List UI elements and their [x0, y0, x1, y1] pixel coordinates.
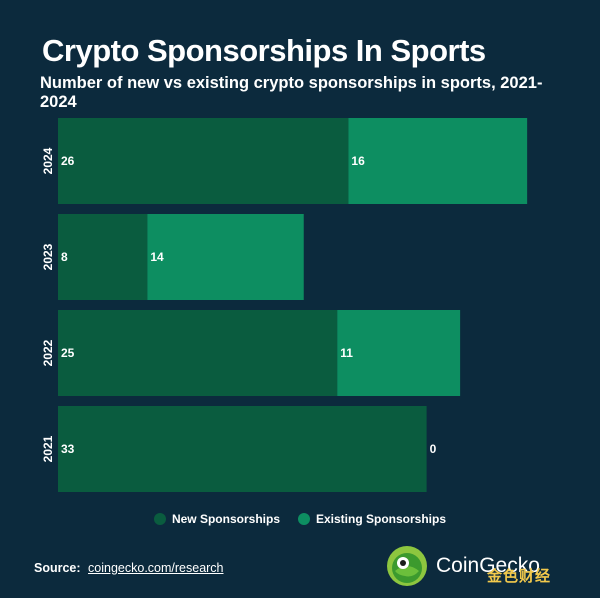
source-label: Source: — [34, 561, 81, 575]
source-note: Source: coingecko.com/research — [34, 561, 224, 575]
data-label-existing-2023: 14 — [150, 250, 164, 264]
tick-label-2022: 2022 — [41, 339, 55, 366]
tick-label-2021: 2021 — [41, 435, 55, 462]
legend-item-existing: Existing Sponsorships — [298, 512, 446, 526]
watermark: 金色财经 — [487, 565, 551, 586]
data-label-existing-2021: 0 — [430, 442, 437, 456]
brand-name: CoinGecko — [436, 554, 540, 577]
data-label-new-2021: 33 — [61, 442, 75, 456]
bar-new-2024 — [58, 118, 349, 204]
data-label-new-2022: 25 — [61, 346, 75, 360]
bar-chart: 26 16 2024 8 14 2023 25 11 2022 33 0 2021 — [41, 118, 528, 492]
legend-label-existing: Existing Sponsorships — [316, 512, 447, 526]
legend-swatch-existing — [298, 513, 310, 525]
bar-new-2022 — [58, 310, 338, 396]
data-label-existing-2024: 16 — [351, 154, 365, 168]
bar-new-2023 — [58, 214, 148, 300]
source-link[interactable]: coingecko.com/research — [88, 561, 224, 575]
bar-new-2021 — [58, 406, 427, 492]
bar-existing-2022 — [337, 310, 461, 396]
gecko-logo-icon — [387, 546, 427, 586]
legend-label-new: New Sponsorships — [171, 512, 280, 526]
bar-existing-2023 — [147, 214, 304, 300]
legend: New Sponsorships Existing Sponsorships — [0, 512, 600, 526]
data-label-new-2024: 26 — [61, 154, 75, 168]
chart-title: Crypto Sponsorships In Sports — [42, 33, 486, 68]
tick-label-2024: 2024 — [41, 147, 55, 174]
bar-existing-2024 — [348, 118, 528, 204]
chart-subtitle: Number of new vs existing crypto sponsor… — [40, 74, 543, 111]
legend-item-new: New Sponsorships — [153, 512, 280, 526]
data-label-existing-2022: 11 — [340, 346, 353, 360]
legend-swatch-new — [153, 513, 166, 525]
watermark-text: 金色财经 — [487, 568, 552, 585]
tick-label-2023: 2023 — [41, 243, 55, 270]
brand: CoinGecko — [386, 545, 540, 587]
data-label-new-2023: 8 — [61, 250, 68, 264]
